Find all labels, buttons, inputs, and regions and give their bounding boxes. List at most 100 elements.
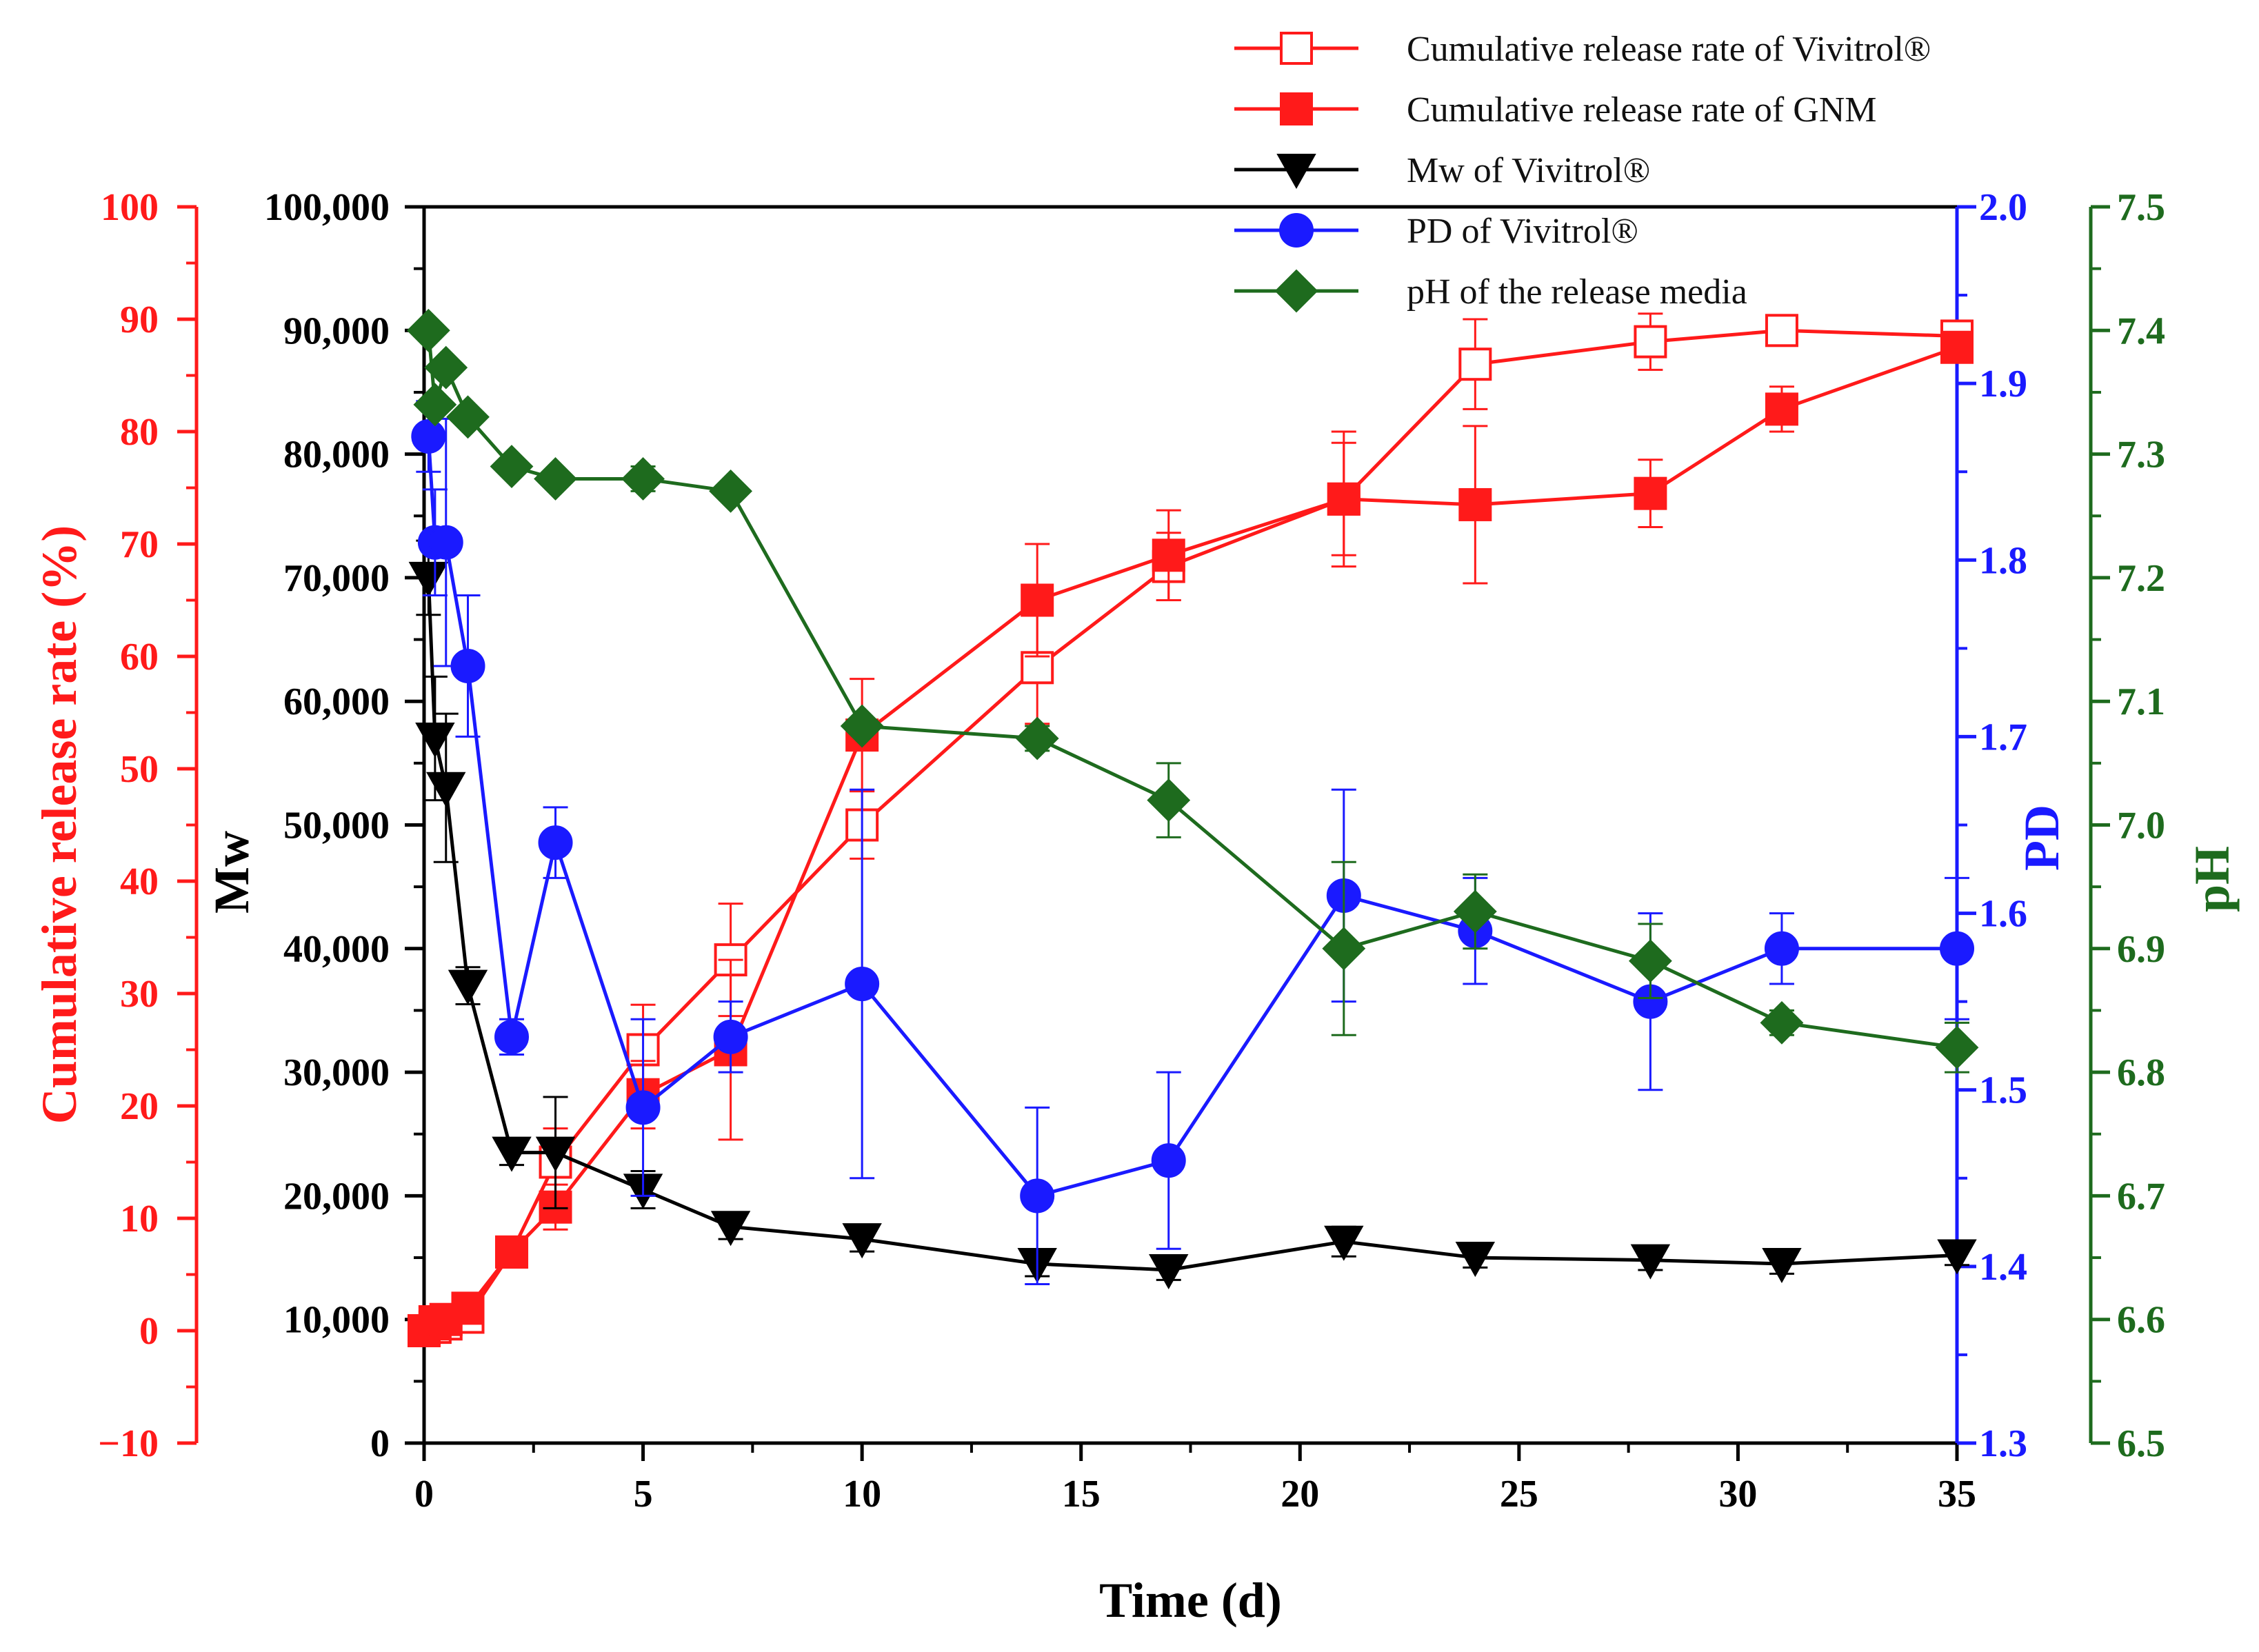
data-point <box>492 1136 532 1172</box>
data-point <box>1322 927 1366 971</box>
ph-tick-label: 7.3 <box>2117 434 2165 476</box>
series-line <box>426 577 1958 1272</box>
mw-tick-label: 70,000 <box>283 557 390 600</box>
release-tick-label: 20 <box>120 1085 159 1128</box>
legend-marker <box>1280 32 1313 65</box>
series-line <box>426 330 1958 1049</box>
data-point <box>709 469 753 513</box>
series-2 <box>408 539 1977 1290</box>
ph-tick-label: 6.8 <box>2117 1051 2165 1094</box>
series <box>406 308 1979 1347</box>
pd-tick-label: 1.4 <box>1979 1246 2027 1289</box>
mw-tick-label: 50,000 <box>283 805 390 847</box>
data-point <box>1940 931 1974 966</box>
release-tick-label: −10 <box>98 1422 159 1465</box>
x-tick-label: 35 <box>1938 1473 1976 1515</box>
axes: 0 5 10 15 20 25 30 35 −10 0 10 20 30 40 50 60 70 80 90 100 0… <box>98 186 2165 1515</box>
x-tick-label: 15 <box>1062 1473 1101 1515</box>
data-point <box>408 561 449 597</box>
legend-label: PD of Vivitrol® <box>1407 212 1638 251</box>
ph-tick-label: 7.5 <box>2117 186 2165 229</box>
ph-tick-label: 6.9 <box>2117 928 2165 971</box>
release-axis-title: Cumulative release rate (%) <box>32 525 87 1124</box>
legend-marker <box>1279 213 1314 248</box>
data-point <box>625 1090 661 1125</box>
legend-item-0: Cumulative release rate of Vivitrol® <box>1234 30 1931 69</box>
ph-tick-label: 7.4 <box>2117 310 2165 352</box>
data-point <box>413 383 457 427</box>
data-point <box>424 345 468 390</box>
data-point <box>450 648 485 683</box>
legend-label: pH of the release media <box>1407 272 1747 312</box>
mw-tick-label: 10,000 <box>283 1299 390 1342</box>
series-line <box>426 436 1957 1198</box>
release-tick-label: 30 <box>120 973 159 1016</box>
data-point <box>1015 716 1059 760</box>
mw-tick-label: 90,000 <box>283 310 390 352</box>
release-tick-label: 80 <box>120 411 159 454</box>
data-point <box>428 525 463 560</box>
mw-tick-label: 30,000 <box>283 1051 390 1094</box>
data-point <box>1764 931 1799 966</box>
x-tick-label: 5 <box>634 1473 653 1515</box>
data-point <box>448 969 488 1005</box>
legend-item-4: pH of the release media <box>1234 269 1747 313</box>
pd-tick-label: 2.0 <box>1979 186 2027 229</box>
release-tick-label: 90 <box>120 299 159 341</box>
x-axis-title: Time (d) <box>1099 1573 1282 1628</box>
release-tick-label: 0 <box>139 1310 159 1353</box>
data-point <box>1021 583 1054 617</box>
pd-tick-label: 1.8 <box>1979 539 2027 582</box>
data-point <box>1324 1225 1364 1261</box>
mw-tick-label: 60,000 <box>283 681 390 723</box>
data-point <box>1634 325 1667 359</box>
x-tick-label: 30 <box>1718 1473 1757 1515</box>
legend-marker <box>1280 92 1313 125</box>
mw-tick-label: 0 <box>370 1422 390 1465</box>
data-point <box>1935 1025 1979 1069</box>
data-point <box>621 457 665 501</box>
ph-tick-label: 6.5 <box>2117 1422 2165 1465</box>
data-point <box>451 1291 485 1325</box>
mw-tick-label: 20,000 <box>283 1175 390 1218</box>
x-tick-label: 25 <box>1500 1473 1538 1515</box>
data-point <box>534 457 577 501</box>
data-point <box>426 772 466 807</box>
data-point <box>1327 482 1361 516</box>
mw-tick-label: 100,000 <box>264 186 390 229</box>
mw-tick-label: 80,000 <box>283 434 390 476</box>
release-tick-label: 10 <box>120 1198 159 1240</box>
ph-axis-title: pH <box>2185 846 2240 912</box>
release-tick-label: 100 <box>101 186 159 229</box>
x-tick-label: 20 <box>1281 1473 1319 1515</box>
mw-tick-label: 40,000 <box>283 928 390 971</box>
pd-axis-title: PD <box>2014 805 2069 871</box>
data-point <box>1765 392 1798 426</box>
legend-item-2: Mw of Vivitrol® <box>1234 151 1650 190</box>
data-point <box>1630 1244 1671 1280</box>
release-tick-label: 60 <box>120 636 159 678</box>
data-point <box>406 308 450 352</box>
legend-marker <box>1276 154 1316 190</box>
release-tick-label: 70 <box>120 523 159 566</box>
pd-tick-label: 1.3 <box>1979 1422 2027 1465</box>
series-4 <box>406 308 1979 1074</box>
data-point <box>1152 538 1185 572</box>
series-3 <box>411 400 1974 1285</box>
data-point <box>538 825 573 860</box>
ph-tick-label: 6.6 <box>2117 1299 2165 1342</box>
ph-tick-label: 7.1 <box>2117 681 2165 723</box>
mw-axis-title: Mw <box>204 831 259 914</box>
data-point <box>415 722 455 758</box>
pd-tick-label: 1.6 <box>1979 893 2027 936</box>
data-point <box>1458 347 1492 381</box>
ph-tick-label: 7.0 <box>2117 805 2165 847</box>
data-point <box>713 1019 748 1054</box>
data-point <box>1762 1248 1802 1284</box>
pd-tick-label: 1.5 <box>1979 1069 2027 1112</box>
data-point <box>1765 314 1798 347</box>
data-point <box>1453 889 1497 934</box>
legend-marker <box>1274 269 1318 313</box>
data-point <box>1455 1242 1496 1278</box>
legend-label: Cumulative release rate of GNM <box>1407 90 1877 130</box>
